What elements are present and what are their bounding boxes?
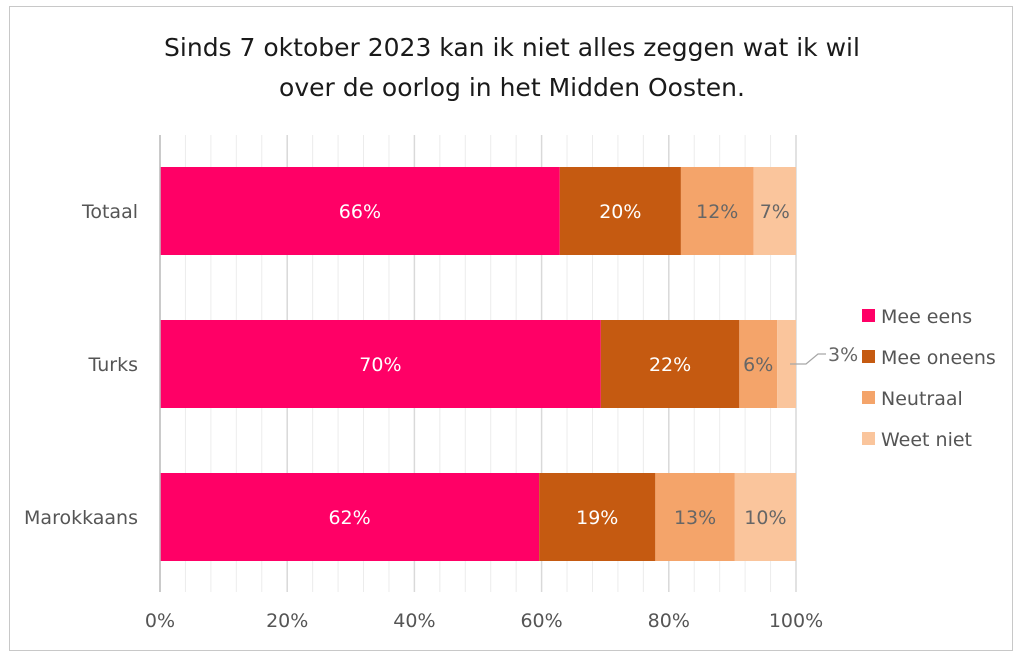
legend-label: Neutraal [881,388,963,410]
axes: 0% 20% 40% 60% 80% 100% Totaal Turks Marokkaans [24,135,823,632]
bar-segment [655,473,735,561]
x-tick-label: 20% [266,610,308,632]
legend: Mee eens Mee oneens Neutraal Weet niet [862,306,996,451]
data-label: 12% [696,201,738,223]
legend-label: Mee eens [881,306,972,328]
bar-segment [559,167,681,255]
data-labels: 66% 20% 12% 7% 70% 22% 6% 3% 62% 19% 13% 10% [328,201,858,529]
bar-segment [739,320,778,408]
data-label: 7% [760,201,790,223]
chart-title-line-2: over de oorlog in het Midden Oosten. [279,73,745,102]
category-label: Totaal [81,201,138,223]
data-label: 13% [674,507,716,529]
bar-segment [160,167,560,255]
legend-label: Mee oneens [881,347,996,369]
data-label: 20% [599,201,641,223]
x-tick-label: 60% [520,610,562,632]
data-label: 22% [649,354,691,376]
chart-title-line-1: Sinds 7 oktober 2023 kan ik niet alles z… [164,33,860,62]
category-label: Turks [88,354,138,376]
bar-segment [600,320,740,408]
bar-segment [753,167,796,255]
data-label: 19% [576,507,618,529]
legend-swatch [862,309,875,322]
data-label-leader-line [790,353,826,365]
legend-swatch [862,350,875,363]
x-tick-label: 100% [769,610,823,632]
data-label: 70% [359,354,401,376]
legend-swatch [862,391,875,404]
legend-swatch [862,432,875,445]
bar-segment [160,473,540,561]
bar-segment [777,320,796,408]
data-label: 66% [339,201,381,223]
data-label: 6% [743,354,773,376]
bars [160,167,796,561]
data-label: 62% [328,507,370,529]
x-tick-label: 40% [393,610,435,632]
category-label: Marokkaans [24,507,138,529]
x-tick-label: 80% [648,610,690,632]
x-tick-label: 0% [145,610,175,632]
bar-segment [680,167,754,255]
legend-label: Weet niet [881,429,972,451]
bar-segment [539,473,656,561]
data-label: 3% [828,344,858,366]
bar-segment [160,320,601,408]
data-label: 10% [744,507,786,529]
bar-segment [734,473,796,561]
